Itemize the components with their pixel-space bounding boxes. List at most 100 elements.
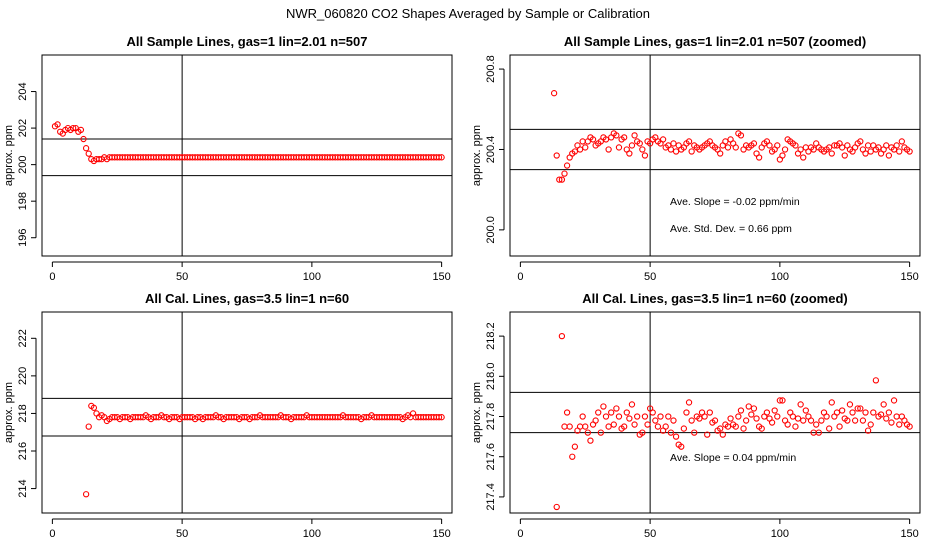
- data-point: [742, 417, 750, 424]
- data-point: [207, 414, 214, 421]
- data-point: [171, 414, 178, 421]
- plot-frame: [41, 54, 453, 257]
- data-point: [85, 150, 92, 157]
- data-point: [688, 417, 695, 424]
- data-point: [755, 154, 763, 161]
- x-tick-label: 150: [432, 528, 450, 540]
- data-point: [662, 423, 669, 430]
- data-point: [898, 138, 905, 145]
- y-tick-label: 198: [17, 192, 29, 210]
- data-point: [394, 414, 401, 421]
- data-point: [841, 152, 848, 159]
- data-point: [438, 414, 445, 421]
- plot-frame: [41, 311, 453, 514]
- data-point: [641, 413, 649, 420]
- data-point: [672, 433, 680, 440]
- figure-title: NWR_060820 CO2 Shapes Averaged by Sample…: [286, 6, 650, 21]
- data-point: [864, 427, 872, 434]
- chart-title: All Cal. Lines, gas=3.5 lin=1 n=60 (zoom…: [582, 291, 848, 306]
- data-point: [867, 148, 874, 155]
- data-point: [763, 409, 771, 416]
- data-point: [334, 414, 341, 421]
- data-point: [215, 414, 222, 421]
- data-point: [896, 421, 903, 428]
- data-point: [826, 425, 833, 432]
- data-point: [807, 417, 815, 424]
- data-point: [839, 144, 846, 151]
- chart-panel-sample-lines-zoomed: All Sample Lines, gas=1 lin=2.01 n=507 (…: [471, 34, 921, 283]
- data-point: [298, 414, 305, 421]
- data-point: [781, 146, 789, 153]
- data-point: [561, 170, 568, 177]
- data-point: [626, 415, 633, 422]
- data-point: [880, 401, 887, 408]
- data-point: [558, 176, 566, 183]
- data-point: [872, 377, 880, 384]
- data-point: [615, 144, 623, 151]
- y-tick-label: 202: [17, 119, 29, 137]
- y-tick-label: 218.0: [485, 363, 497, 391]
- data-point: [628, 142, 636, 149]
- data-point: [836, 423, 843, 430]
- data-point: [631, 132, 638, 139]
- data-point: [849, 409, 856, 416]
- data-point: [602, 413, 610, 420]
- data-point: [553, 503, 560, 511]
- data-point: [186, 414, 194, 421]
- data-point: [153, 414, 160, 421]
- data-point: [657, 413, 664, 420]
- data-point: [608, 409, 615, 416]
- chart-title: All Sample Lines, gas=1 lin=2.01 n=507: [127, 34, 368, 49]
- y-tick-label: 200: [17, 155, 29, 173]
- data-point: [792, 142, 799, 149]
- data-point: [896, 148, 903, 155]
- y-tick-label: 200.4: [485, 136, 497, 164]
- data-point: [779, 152, 786, 159]
- data-point: [711, 417, 719, 424]
- data-point: [745, 403, 752, 410]
- x-tick-label: 0: [517, 528, 523, 540]
- data-point: [893, 413, 900, 420]
- data-point: [883, 142, 890, 149]
- data-point: [438, 154, 445, 161]
- data-point: [665, 413, 672, 420]
- plot-frame: [509, 54, 921, 257]
- data-point: [784, 421, 791, 428]
- data-point: [774, 413, 781, 420]
- data-point: [722, 138, 729, 145]
- data-point: [678, 443, 685, 450]
- data-point: [828, 150, 835, 157]
- x-tick-label: 150: [432, 271, 450, 283]
- data-point: [644, 421, 651, 428]
- data-point: [732, 423, 739, 430]
- data-point: [435, 154, 443, 161]
- data-point: [639, 429, 646, 436]
- data-point: [893, 142, 900, 149]
- data-point: [631, 421, 638, 428]
- data-point: [737, 407, 745, 414]
- chart-title: All Sample Lines, gas=1 lin=2.01 n=507 (…: [564, 34, 866, 49]
- data-point: [906, 148, 913, 155]
- data-point: [717, 425, 724, 432]
- data-point: [815, 429, 822, 436]
- data-point: [826, 144, 833, 151]
- x-tick-label: 50: [644, 271, 656, 283]
- data-point: [251, 414, 258, 421]
- data-point: [628, 401, 636, 408]
- data-point: [748, 411, 755, 418]
- data-point: [90, 404, 98, 411]
- data-point: [615, 413, 623, 420]
- data-point: [582, 423, 589, 430]
- data-point: [766, 142, 773, 149]
- data-point: [758, 425, 765, 432]
- data-point: [579, 413, 586, 420]
- data-point: [862, 409, 869, 416]
- data-point: [589, 136, 597, 143]
- data-point: [670, 417, 677, 424]
- data-point: [571, 443, 579, 450]
- data-point: [670, 140, 677, 147]
- data-point: [634, 413, 641, 420]
- y-tick-label: 200.8: [485, 55, 497, 83]
- data-point: [779, 397, 786, 404]
- data-point: [875, 144, 882, 151]
